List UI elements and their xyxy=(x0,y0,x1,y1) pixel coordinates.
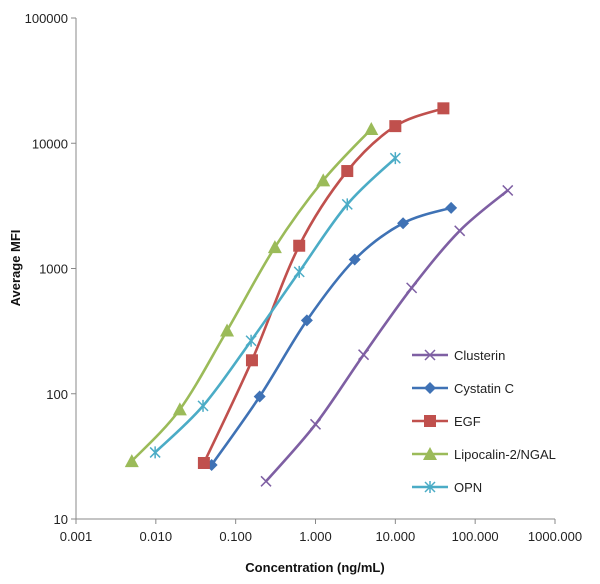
data-point-egf xyxy=(197,456,210,469)
legend-item-opn: OPN xyxy=(412,480,482,495)
data-point-cystatin-c xyxy=(300,314,313,327)
y-tick-label: 100000 xyxy=(25,11,68,26)
x-tick-label: 100.000 xyxy=(452,529,499,544)
data-point-cystatin-c xyxy=(253,390,266,403)
data-point-lipocalin-2-ngal xyxy=(124,454,139,468)
y-tick-label: 100 xyxy=(46,387,68,402)
x-tick-label: 0.010 xyxy=(140,529,173,544)
data-point-cystatin-c xyxy=(348,253,361,266)
legend-item-egf: EGF xyxy=(412,414,481,429)
y-axis-title: Average MFI xyxy=(8,230,23,307)
legend-marker-clusterin xyxy=(424,349,436,361)
y-tick-label: 10000 xyxy=(32,136,68,151)
y-tick-label: 10 xyxy=(54,512,68,527)
data-point-cystatin-c xyxy=(397,217,410,230)
data-point-egf xyxy=(437,102,450,115)
data-point-opn xyxy=(293,265,305,278)
series-line-lipocalin-2-ngal xyxy=(130,128,373,462)
data-point-egf xyxy=(245,354,258,367)
data-point-lipocalin-2-ngal xyxy=(364,121,379,135)
data-point-clusterin xyxy=(406,282,418,294)
data-point-opn xyxy=(149,446,161,459)
series-cystatin-c xyxy=(205,201,458,471)
data-point-cystatin-c xyxy=(445,201,458,214)
data-point-opn xyxy=(197,399,209,412)
y-ticks: 10 100 1000 10000 100000 xyxy=(25,11,76,527)
data-point-egf xyxy=(293,239,306,252)
legend-label-opn: OPN xyxy=(454,480,482,495)
legend-item-clusterin: Clusterin xyxy=(412,348,505,363)
data-point-lipocalin-2-ngal xyxy=(316,173,331,187)
x-tick-label: 0.100 xyxy=(219,529,252,544)
series-line-opn xyxy=(154,157,397,454)
data-point-clusterin xyxy=(502,184,514,196)
data-point-egf xyxy=(341,165,354,178)
data-point-clusterin xyxy=(454,225,466,237)
y-tick-label: 1000 xyxy=(39,262,68,277)
legend-label-cystatin-c: Cystatin C xyxy=(454,381,514,396)
legend-marker-egf xyxy=(424,415,436,427)
data-point-lipocalin-2-ngal xyxy=(220,323,235,337)
data-point-lipocalin-2-ngal xyxy=(172,402,187,416)
legend-item-lipocalin-2-ngal: Lipocalin-2/NGAL xyxy=(412,447,556,462)
x-tick-label: 0.001 xyxy=(60,529,93,544)
data-point-egf xyxy=(389,120,402,133)
legend-marker-cystatin-c xyxy=(424,382,436,394)
data-point-clusterin xyxy=(260,475,272,487)
series-opn xyxy=(149,152,401,459)
x-tick-label: 1000.000 xyxy=(528,529,582,544)
legend-marker-opn xyxy=(424,481,436,493)
data-point-clusterin xyxy=(309,418,322,430)
legend-label-lipocalin-2-ngal: Lipocalin-2/NGAL xyxy=(454,447,556,462)
x-axis-title: Concentration (ng/mL) xyxy=(245,560,384,575)
data-point-opn xyxy=(245,334,257,347)
legend-item-cystatin-c: Cystatin C xyxy=(412,381,514,396)
legend: Clusterin Cystatin C EGF Lipocalin-2/NGAL OP… xyxy=(412,348,556,495)
legend-label-clusterin: Clusterin xyxy=(454,348,505,363)
x-ticks: 0.001 0.010 0.100 1.000 10.000 100.000 1000.00… xyxy=(60,519,582,544)
series-line-egf xyxy=(202,107,444,464)
x-tick-label: 10.000 xyxy=(375,529,415,544)
data-point-opn xyxy=(389,152,401,165)
series-egf xyxy=(197,102,450,469)
data-point-lipocalin-2-ngal xyxy=(267,240,282,254)
series-clusterin xyxy=(260,184,514,487)
x-tick-label: 1.000 xyxy=(299,529,332,544)
data-point-opn xyxy=(341,198,353,211)
series-lipocalin-2-ngal xyxy=(124,121,379,468)
legend-label-egf: EGF xyxy=(454,414,481,429)
data-point-clusterin xyxy=(358,349,370,361)
series-layer xyxy=(124,102,514,487)
legend-marker-lipocalin-2-ngal xyxy=(423,447,437,460)
